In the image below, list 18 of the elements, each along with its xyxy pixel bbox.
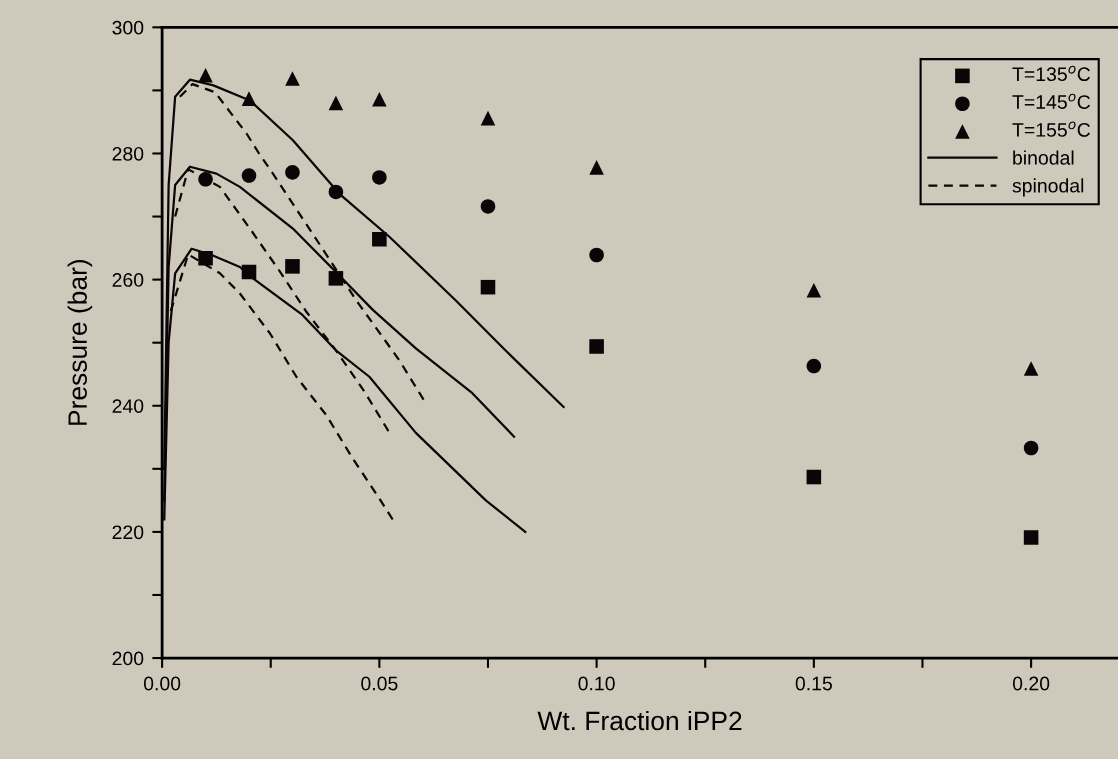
legend-label: T=155$^{o}$C: [1012, 121, 1091, 137]
y-tick-label: 300: [112, 20, 144, 35]
legend-label: spinodal: [1012, 178, 1084, 197]
y-axis-title: Pressure (bar): [67, 260, 93, 425]
x-tick-label: 0.05: [361, 676, 398, 691]
y-tick-label: 280: [112, 146, 144, 161]
y-tick-label: 220: [112, 525, 144, 540]
x-tick-label: 0.10: [578, 676, 615, 691]
x-tick-label: 0.20: [1012, 676, 1050, 691]
legend-label: T=135$^{o}$C: [1012, 65, 1091, 82]
y-tick-label: 240: [112, 399, 144, 413]
y-tick-label: 200: [112, 651, 144, 666]
legend-label: binodal: [1013, 150, 1074, 165]
legend-label: T=145$^{o}$C: [1012, 93, 1091, 109]
x-tick-label: 0.00: [143, 676, 181, 691]
x-axis-title: Wt. Fraction iPP2: [537, 710, 742, 731]
y-tick-label: 260: [112, 273, 144, 287]
x-tick-label: 0.15: [795, 676, 832, 691]
